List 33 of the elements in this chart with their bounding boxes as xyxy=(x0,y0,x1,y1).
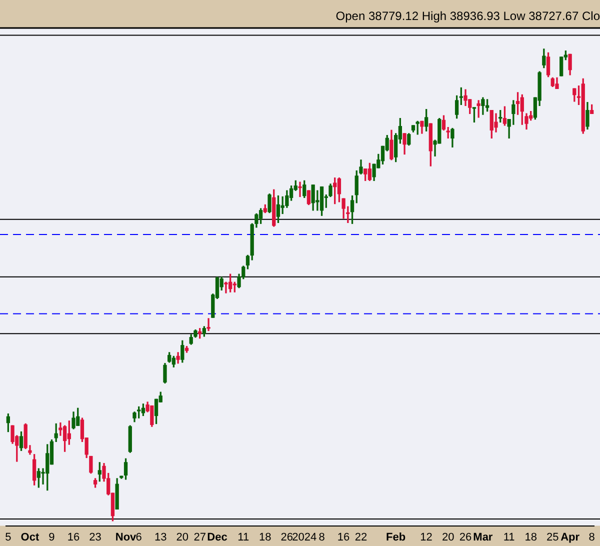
x-tick-label: 13 xyxy=(154,531,167,544)
x-tick-label: 23 xyxy=(89,531,102,544)
x-tick-label: 22 xyxy=(354,531,368,544)
x-tick-label: 2024 xyxy=(292,531,317,544)
x-tick-label: Feb xyxy=(386,531,406,544)
x-tick-label: 26 xyxy=(459,531,472,544)
candlestick xyxy=(206,318,210,332)
text: Open 38779.12 High 38936.93 Low 38727.67 Clo xyxy=(336,9,600,23)
x-tick-label: 12 xyxy=(420,531,432,544)
x-tick-label: 16 xyxy=(67,531,80,544)
x-tick-label: 27 xyxy=(194,531,206,544)
x-tick-label: Oct xyxy=(20,531,40,544)
x-tick-label: Dec xyxy=(207,531,228,544)
x-tick-label: 18 xyxy=(259,531,272,544)
x-tick-label: Mar xyxy=(473,531,494,544)
x-tick-label: 9 xyxy=(48,531,55,544)
x-tick-label: 11 xyxy=(503,531,515,544)
x-tick-label: Apr xyxy=(560,531,580,544)
x-tick-label: 8 xyxy=(588,531,595,544)
x-tick-label: 26 xyxy=(280,531,294,544)
x-tick-label: 5 xyxy=(5,531,12,544)
candlestick xyxy=(298,182,302,198)
x-tick-label: 16 xyxy=(337,531,350,544)
candlestick xyxy=(476,100,480,118)
x-tick-label: 25 xyxy=(546,531,559,544)
x-tick-label: Nov xyxy=(115,531,138,544)
x-tick-label: 20 xyxy=(442,531,454,544)
x-tick-label: 18 xyxy=(524,531,537,544)
x-tick-label: 6 xyxy=(136,531,142,544)
candlestick xyxy=(224,282,228,294)
x-tick-label: 8 xyxy=(318,531,325,544)
x-tick-label: 20 xyxy=(176,531,189,544)
x-tick-label: 11 xyxy=(238,531,250,544)
